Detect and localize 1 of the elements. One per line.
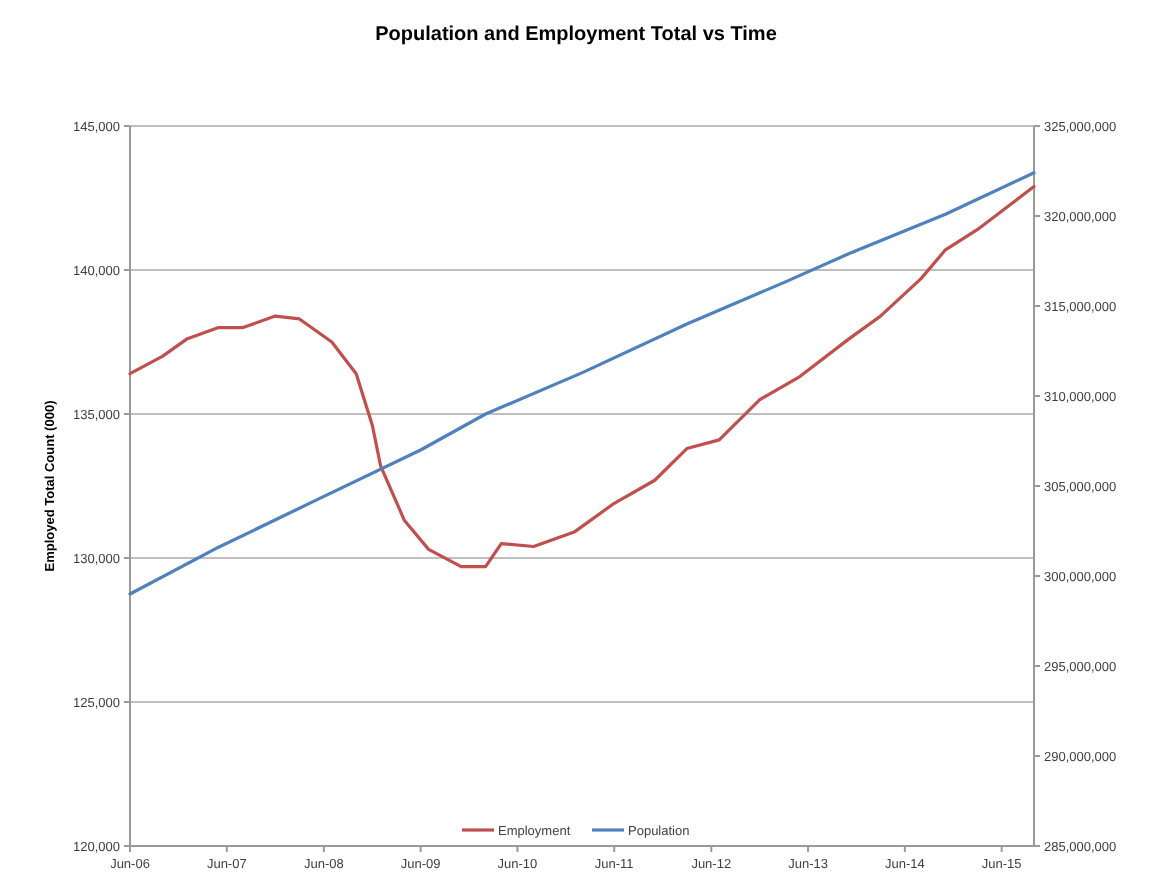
chart-title: Population and Employment Total vs Time [375, 24, 778, 46]
